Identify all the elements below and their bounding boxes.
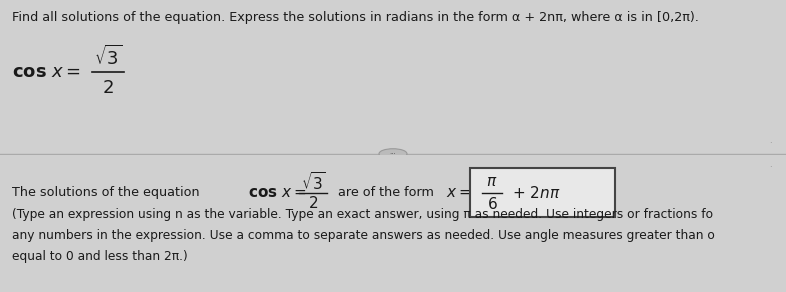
Text: $\mathbf{cos}\ \mathit{x} =$: $\mathbf{cos}\ \mathit{x} =$ <box>248 185 307 200</box>
Text: $+\ 2n\pi$: $+\ 2n\pi$ <box>512 185 560 201</box>
Text: $\sqrt{3}$: $\sqrt{3}$ <box>300 171 325 193</box>
Text: $6$: $6$ <box>487 197 498 213</box>
FancyBboxPatch shape <box>470 168 615 218</box>
Text: (Type an expression using n as the variable. Type an exact answer, using π as ne: (Type an expression using n as the varia… <box>12 208 713 221</box>
Text: $\mathbf{cos}\ \mathit{x} =$: $\mathbf{cos}\ \mathit{x} =$ <box>12 63 81 81</box>
Text: equal to 0 and less than 2π.): equal to 0 and less than 2π.) <box>12 250 188 263</box>
Text: $2$: $2$ <box>102 79 114 98</box>
Text: $2$: $2$ <box>308 195 318 211</box>
Text: are of the form: are of the form <box>334 186 438 199</box>
Text: any numbers in the expression. Use a comma to separate answers as needed. Use an: any numbers in the expression. Use a com… <box>12 229 715 242</box>
Text: Find all solutions of the equation. Express the solutions in radians in the form: Find all solutions of the equation. Expr… <box>12 11 699 24</box>
Text: $\pi$: $\pi$ <box>487 174 498 189</box>
Text: .: . <box>769 160 771 169</box>
Text: The solutions of the equation: The solutions of the equation <box>12 186 204 199</box>
Text: $\sqrt{3}$: $\sqrt{3}$ <box>94 45 122 69</box>
Text: .: . <box>769 136 771 145</box>
Ellipse shape <box>379 149 407 159</box>
Text: ···: ··· <box>390 151 396 157</box>
Text: $\mathit{x} =$: $\mathit{x} =$ <box>446 185 472 200</box>
